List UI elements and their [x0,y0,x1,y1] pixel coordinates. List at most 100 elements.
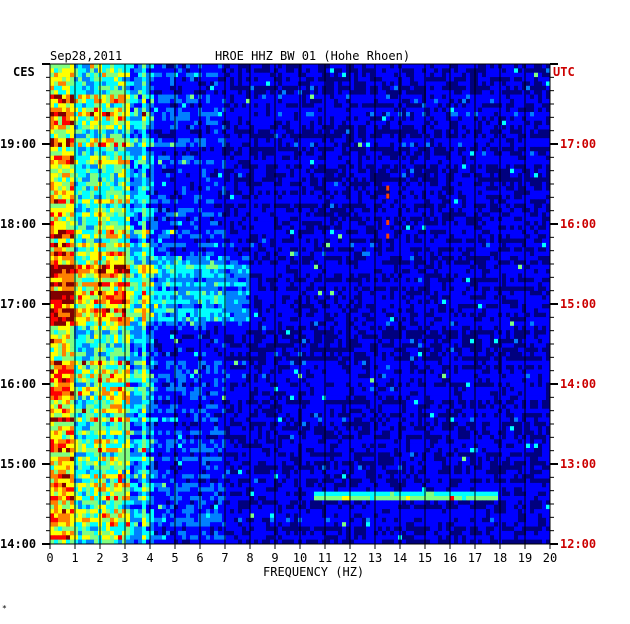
spectrogram-cell [118,129,123,135]
spectrogram-cell [218,199,223,204]
spectrogram-cell [318,190,323,196]
spectrogram-cell [274,90,279,95]
spectrogram-cell [242,98,247,104]
spectrogram-cell [478,116,483,122]
spectrogram-cell [234,186,239,191]
spectrogram-cell [402,146,407,152]
spectrogram-cell [370,155,375,161]
spectrogram-cell [310,160,315,165]
spectrogram-cell [242,216,247,222]
spectrogram-cell [330,177,335,183]
spectrogram-cell [466,229,471,235]
spectrogram-cell [346,85,351,91]
spectrogram-cell [494,120,499,126]
spectrogram-cell [510,68,515,74]
spectrogram-cell [122,221,127,226]
spectrogram-cell [82,72,87,78]
spectrogram-cell [238,151,243,156]
spectrogram-cell [138,181,143,187]
spectrogram-cell [62,129,67,135]
spectrogram-cell [210,138,215,143]
spectrogram-cell [262,116,267,122]
spectrogram-cell [294,155,299,161]
spectrogram-cell [382,142,387,148]
spectrogram-cell [322,190,327,196]
spectrogram-cell [434,77,439,82]
spectrogram-cell [186,168,191,174]
spectrogram-cell [302,146,307,152]
spectrogram-cell [426,151,431,156]
spectrogram-cell [302,133,307,139]
spectrogram-cell [166,125,171,130]
spectrogram-cell [210,90,215,95]
spectrogram-cell [146,181,151,187]
spectrogram-cell [186,112,191,117]
spectrogram-cell [326,234,331,239]
spectrogram-cell [402,190,407,196]
spectrogram-cell [110,168,115,174]
spectrogram-cell [310,225,315,231]
spectrogram-cell [90,112,95,117]
spectrogram-cell [462,146,467,152]
spectrogram-cell [178,151,183,156]
spectrogram-cell [526,103,531,108]
spectrogram-cell [446,77,451,82]
spectrogram-cell [422,164,427,170]
spectrogram-cell [258,85,263,91]
spectrogram-cell [326,151,331,156]
spectrogram-cell [354,225,359,231]
spectrogram-cell [70,120,75,126]
spectrogram-cell [478,112,483,117]
spectrogram-cell [330,103,335,108]
spectrogram-cell [326,64,331,69]
spectrogram-cell [90,190,95,196]
spectrogram-cell [186,173,191,178]
spectrogram-cell [274,107,279,113]
spectrogram-cell [86,64,91,69]
spectrogram-cell [434,155,439,161]
spectrogram-cell [306,181,311,187]
spectrogram-cell [534,68,539,74]
spectrogram-cell [118,173,123,178]
spectrogram-cell [378,168,383,174]
spectrogram-cell [454,112,459,117]
spectrogram-cell [178,160,183,165]
spectrogram-cell [142,142,147,148]
spectrogram-cell [506,138,511,143]
spectrogram-cell [506,177,511,183]
spectrogram-cell [226,221,231,226]
spectrogram-cell [526,234,531,239]
spectrogram-cell [286,116,291,122]
spectrogram-cell [222,208,227,213]
spectrogram-cell [230,142,235,148]
spectrogram-cell [482,199,487,204]
spectrogram-cell [346,229,351,235]
spectrogram-cell [506,129,511,135]
spectrogram-cell [50,98,55,104]
spectrogram-cell [426,112,431,117]
spectrogram-cell [394,133,399,139]
spectrogram-cell [294,216,299,222]
spectrogram-cell [478,212,483,218]
spectrogram-cell [234,146,239,152]
spectrogram-cell [246,177,251,183]
spectrogram-cell [210,208,215,213]
spectrogram-cell [258,216,263,222]
spectrogram-cell [314,107,319,113]
spectrogram-cell [282,186,287,191]
spectrogram-cell [514,138,519,143]
spectrogram-cell [202,229,207,235]
spectrogram-cell [262,208,267,213]
spectrogram-cell [74,107,79,113]
spectrogram-cell [226,120,231,126]
spectrogram-cell [506,77,511,82]
spectrogram-cell [250,151,255,156]
spectrogram-cell [406,181,411,187]
spectrogram-cell [294,85,299,91]
spectrogram-cell [78,186,83,191]
spectrogram-cell [82,186,87,191]
spectrogram-cell [314,164,319,170]
spectrogram-cell [310,155,315,161]
spectrogram-cell [186,81,191,87]
spectrogram-cell [334,225,339,231]
